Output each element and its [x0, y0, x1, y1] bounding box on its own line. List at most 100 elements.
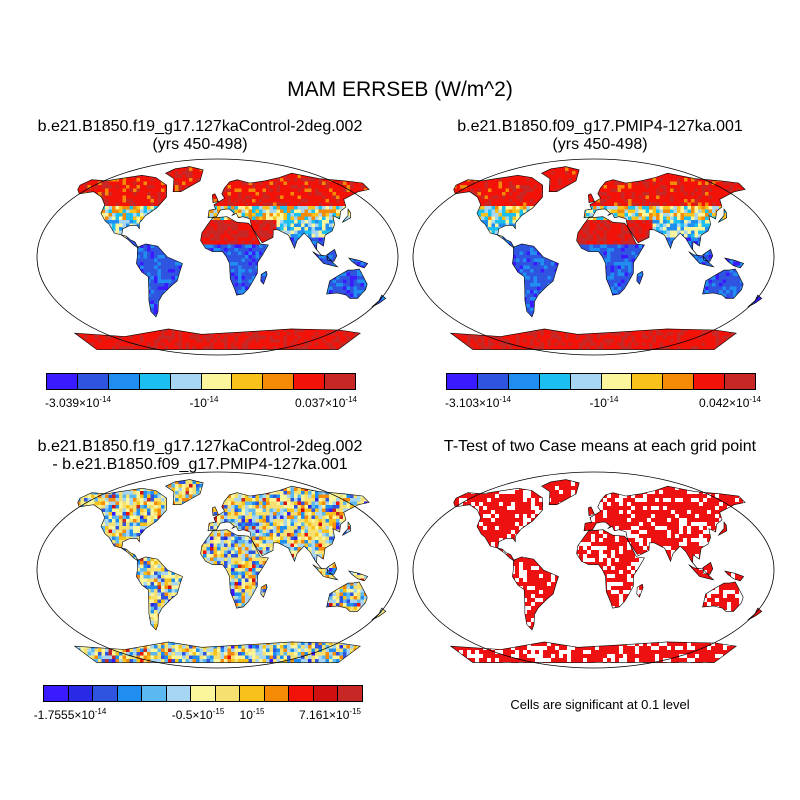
significance-note: Cells are significant at 0.1 level [400, 697, 800, 712]
coastline [636, 583, 644, 598]
coastline [73, 328, 361, 350]
coastline [576, 216, 645, 296]
panel-diff-title-line1: b.e21.B1850.f19_g17.127kaControl-2deg.00… [0, 438, 400, 456]
coastline [207, 485, 370, 570]
colorbar-swatch [215, 686, 241, 701]
map-border [36, 471, 399, 669]
coastline [512, 556, 559, 631]
coastline [312, 564, 339, 581]
coastline [587, 506, 595, 516]
coastline [587, 193, 595, 203]
coastline [348, 570, 369, 582]
colorbar-swatch [632, 374, 664, 389]
panel-diff-title-line2: - b.e21.B1850.f09_g17.PMIP4-127ka.001 [0, 456, 400, 474]
colorbar-swatch [289, 686, 314, 701]
colorbar-swatch [108, 374, 140, 389]
colorbar-swatch [508, 374, 540, 389]
panel-case1-title-line2: (yrs 450-498) [0, 136, 400, 154]
colorbar-tick-label: -3.039×10-14 [45, 395, 111, 410]
colorbar-swatch [170, 374, 202, 389]
colorbar-swatch [191, 686, 216, 701]
colorbar-swatch [663, 374, 695, 389]
coastline [688, 251, 715, 268]
coastline [576, 529, 645, 609]
coastline [341, 208, 352, 223]
coastline [724, 257, 745, 269]
coastline [724, 570, 745, 582]
colorbar-swatch [570, 374, 602, 389]
colorbar-tick-label: -10-14 [190, 395, 219, 410]
panel-case1-title-line1: b.e21.B1850.f19_g17.127kaControl-2deg.00… [0, 118, 400, 136]
coastline [449, 328, 737, 350]
coastline [717, 521, 728, 536]
colorbar-swatch [44, 686, 69, 701]
coastline [136, 556, 183, 631]
colorbar-swatch [166, 686, 192, 701]
coastline [453, 174, 544, 249]
colorbar-swatch [313, 686, 339, 701]
colorbar-swatch [139, 374, 171, 389]
coastline [77, 487, 168, 562]
coastline [449, 641, 737, 663]
colorbar-tick-label: -3.103×10-14 [445, 395, 511, 410]
panel-diff-title: b.e21.B1850.f19_g17.127kaControl-2deg.00… [0, 438, 400, 474]
colorbar-tick-label: 7.161×10-15 [299, 707, 361, 722]
coastline [540, 479, 580, 505]
map-border [412, 158, 775, 356]
coastline [73, 641, 361, 663]
coastline [636, 270, 644, 285]
panel-case2-title-line2: (yrs 450-498) [400, 136, 800, 154]
colorbar-swatch [539, 374, 571, 389]
panel-case2-title: b.e21.B1850.f09_g17.PMIP4-127ka.001 (yrs… [400, 118, 800, 154]
colorbar-swatch [325, 374, 356, 389]
colorbar-swatch [232, 374, 264, 389]
coastline [136, 243, 183, 318]
coastline [688, 564, 715, 581]
colorbar-case2 [446, 373, 756, 390]
coastline [453, 487, 544, 562]
coastline [341, 521, 352, 536]
figure-title: MAM ERRSEB (W/m^2) [0, 78, 800, 102]
coastline [326, 248, 338, 262]
map-border [36, 158, 399, 356]
coastline [702, 248, 714, 262]
coastline [583, 485, 746, 570]
colorbar-swatch [142, 686, 167, 701]
colorbar-tick-label: 0.037×10-14 [295, 395, 357, 410]
coastline [164, 166, 204, 192]
panel-ttest-title: T-Test of two Case means at each grid po… [400, 438, 800, 456]
colorbar-diff [43, 685, 363, 702]
colorbar-swatch [201, 374, 233, 389]
coastline [348, 257, 369, 269]
coastline [207, 172, 370, 257]
coastline [326, 561, 338, 575]
coastline [717, 208, 728, 223]
coastline [540, 166, 580, 192]
colorbar-tick-label: -10-14 [590, 395, 619, 410]
colorbar-swatch [477, 374, 509, 389]
coastline [211, 506, 219, 516]
colorbar-swatch [77, 374, 109, 389]
colorbar-swatch [263, 374, 295, 389]
coastline [326, 581, 368, 612]
coastline [200, 216, 269, 296]
colorbar-swatch [47, 374, 78, 389]
coastline [702, 561, 714, 575]
map-case2 [412, 158, 775, 356]
map-border [412, 471, 775, 669]
coastline [164, 479, 204, 505]
coastline [211, 193, 219, 203]
coastline [512, 243, 559, 318]
colorbar-tick-label: 0.042×10-14 [699, 395, 761, 410]
colorbar-tick-label: -0.5×10-15 [172, 707, 225, 722]
coastline [260, 583, 268, 598]
colorbar-swatch [68, 686, 94, 701]
coastline [702, 268, 744, 299]
map-case1 [36, 158, 399, 356]
colorbar-swatch [447, 374, 478, 389]
panel-case2-title-line1: b.e21.B1850.f09_g17.PMIP4-127ka.001 [400, 118, 800, 136]
colorbar-swatch [240, 686, 265, 701]
colorbar-swatch [694, 374, 726, 389]
colorbar-swatch [264, 686, 290, 701]
coastline [200, 529, 269, 609]
